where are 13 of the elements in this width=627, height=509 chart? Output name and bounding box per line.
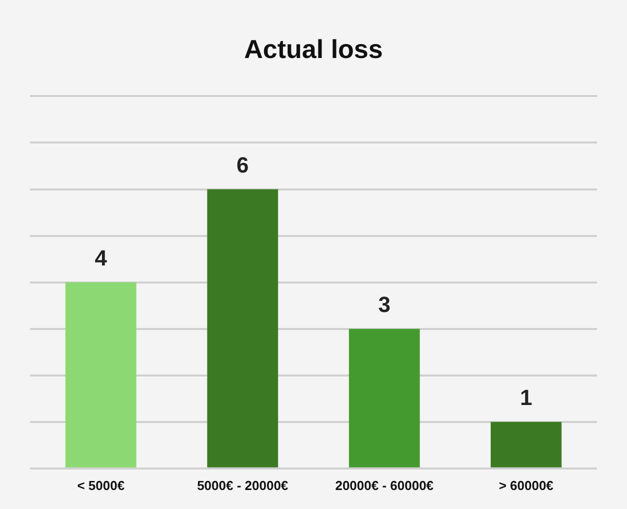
chart-title: Actual loss [244,34,383,64]
x-tick-label: < 5000€ [77,478,125,493]
data-label: 6 [236,152,249,178]
x-tick-label: > 60000€ [498,478,554,493]
data-label: 1 [520,384,532,410]
bar [348,328,420,468]
data-label: 4 [94,245,108,270]
bar [207,189,278,468]
x-tick-label: 5000€ - 20000€ [197,478,288,493]
bar [65,282,136,468]
data-label: 3 [378,292,390,317]
bar [490,422,562,468]
x-tick-label: 20000€ - 60000€ [335,478,434,493]
